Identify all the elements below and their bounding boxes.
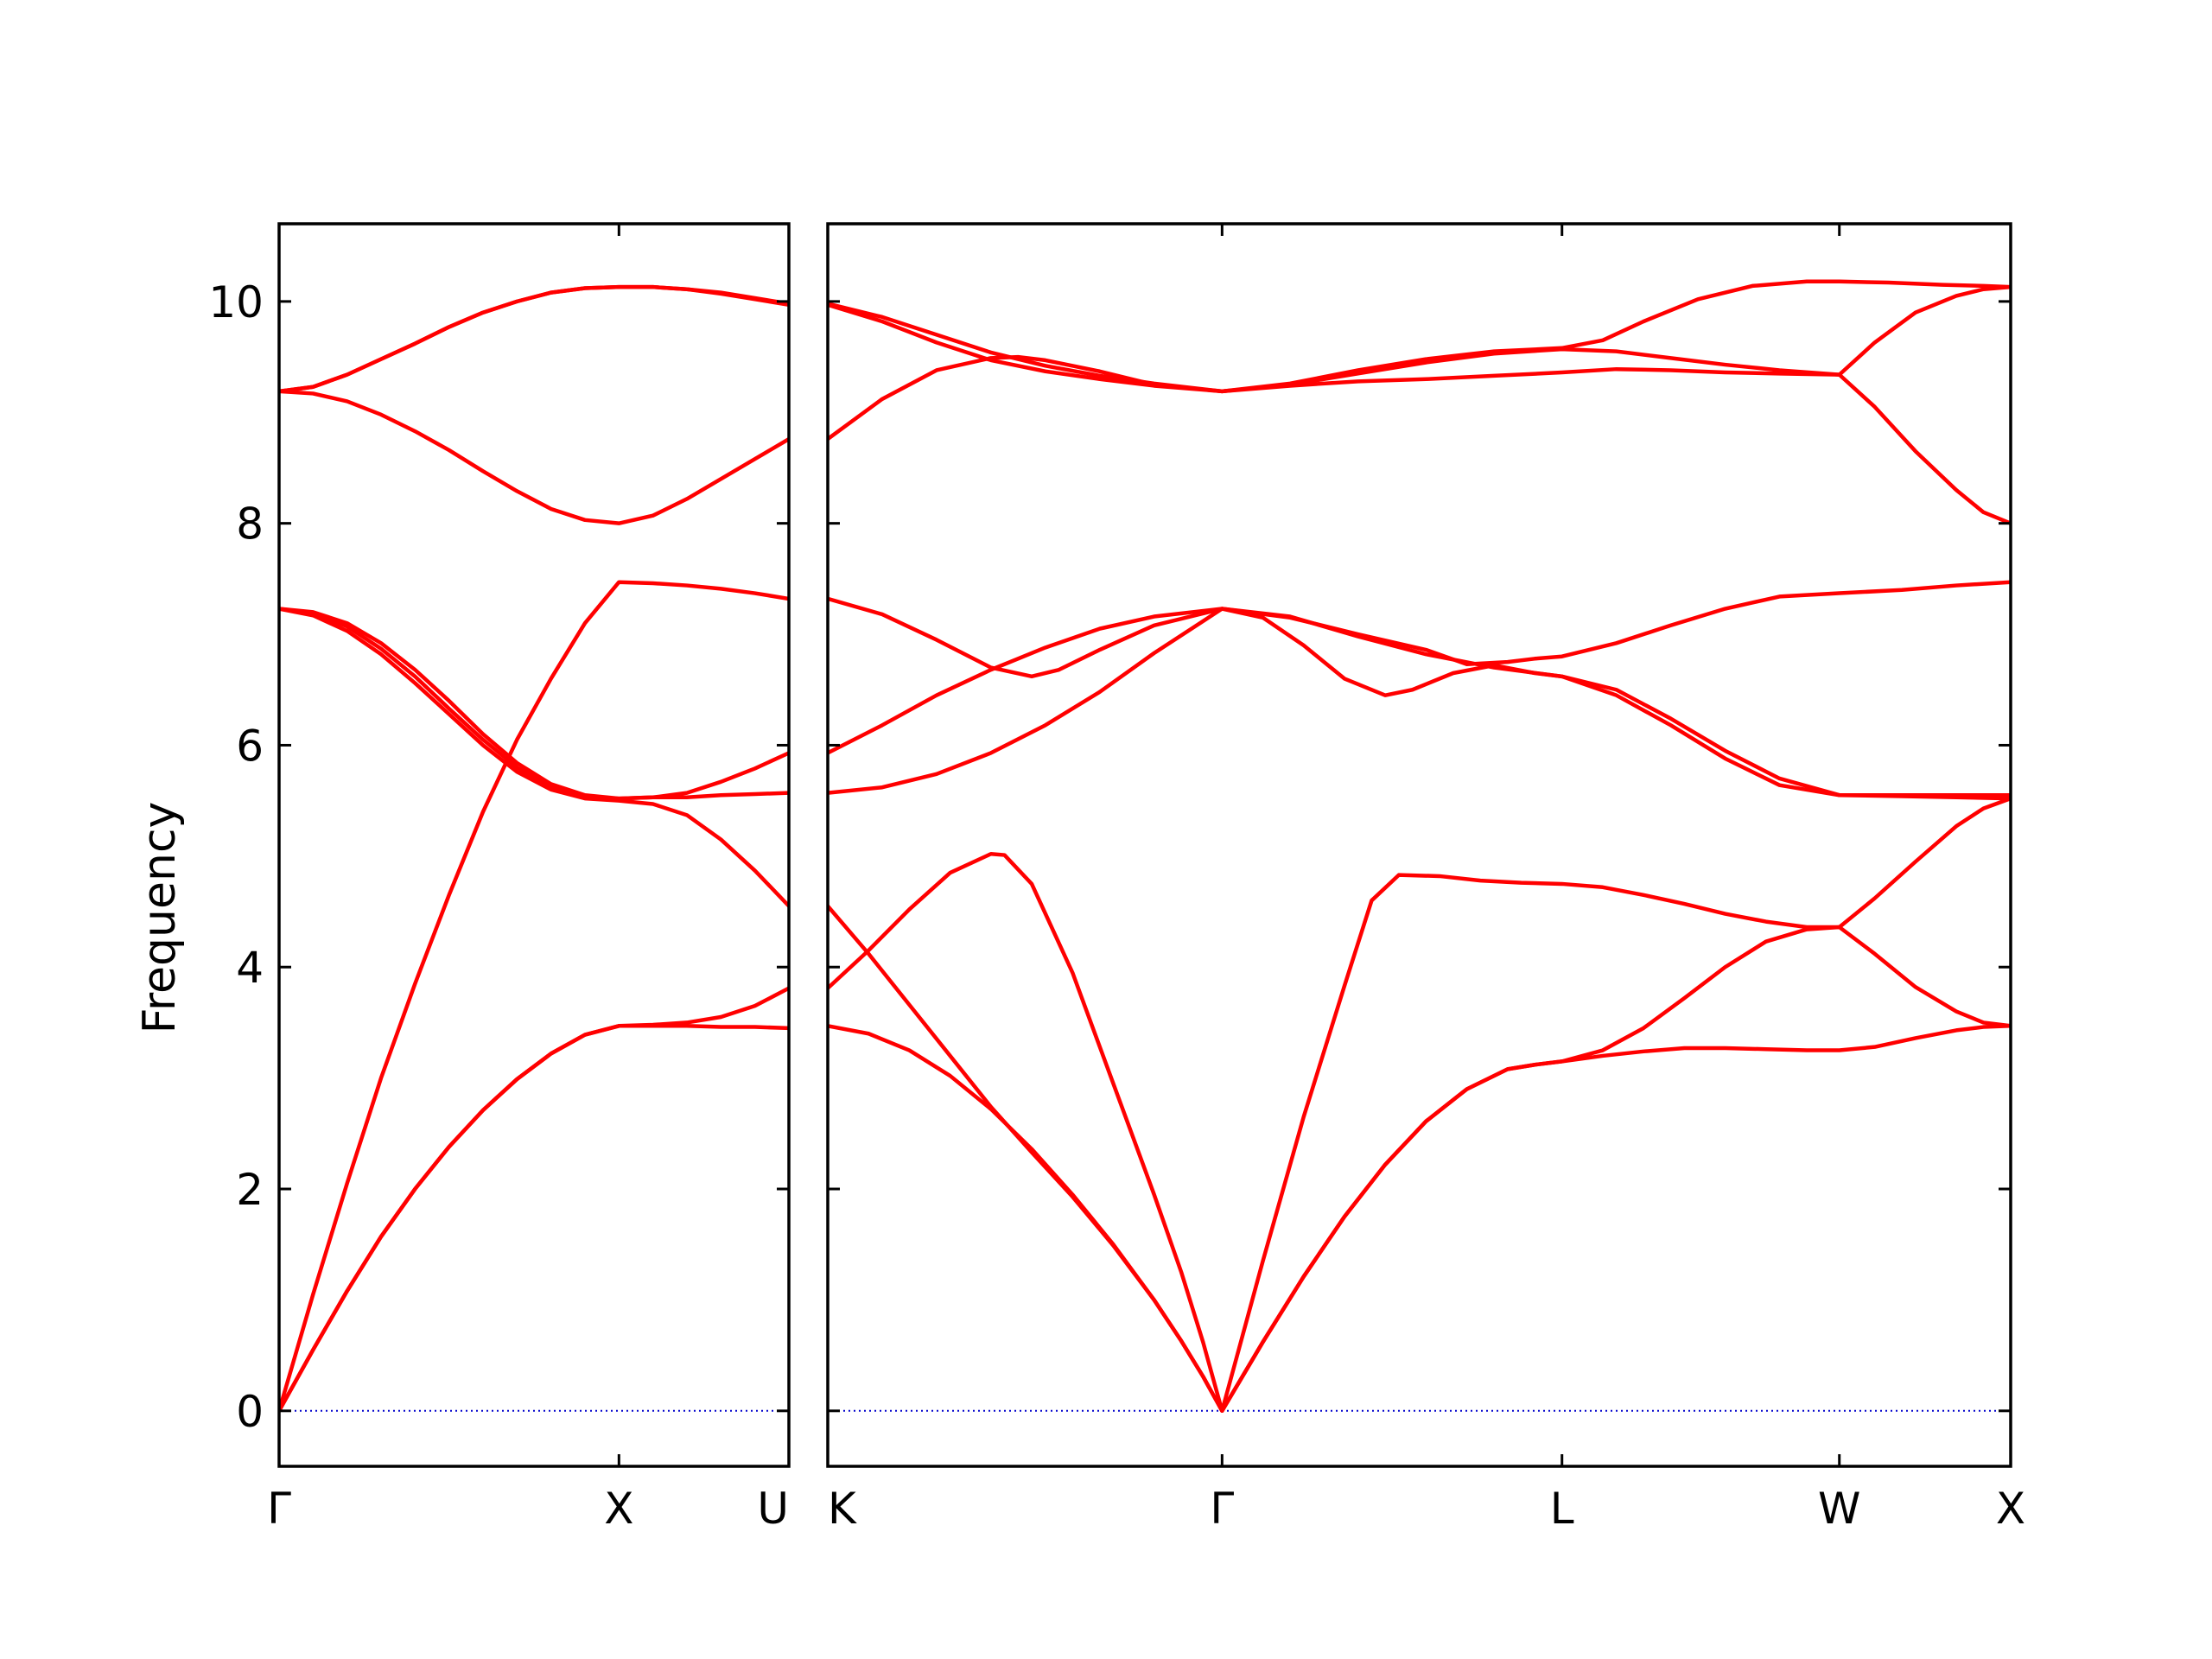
y-tick-label: 10 xyxy=(208,277,264,327)
x-tick-label: L xyxy=(1550,1484,1574,1534)
y-tick-label: 8 xyxy=(236,499,264,550)
x-tick-label: Γ xyxy=(267,1484,291,1534)
phonon-band-4 xyxy=(279,607,789,908)
x-tick-label: W xyxy=(1818,1484,1860,1534)
y-axis-label: Frequency xyxy=(134,802,186,1034)
y-tick-label: 6 xyxy=(236,721,264,771)
phonon-band-9 xyxy=(828,279,2011,394)
phonon-band-6 xyxy=(828,580,2011,755)
phonon-band-5 xyxy=(828,596,2011,798)
phonon-band-3 xyxy=(279,580,789,1414)
x-tick-label: X xyxy=(604,1484,633,1534)
phonon-band-6 xyxy=(279,607,789,801)
phonon-band-8 xyxy=(828,284,2011,394)
panel-frame xyxy=(826,222,2012,1468)
phonon-band-4 xyxy=(828,607,2011,801)
phonon-band-9 xyxy=(279,284,789,394)
x-tick-label: K xyxy=(828,1484,857,1534)
phonon-band-5 xyxy=(279,607,789,801)
x-tick-label: X xyxy=(1996,1484,2025,1534)
x-tick-label: U xyxy=(757,1484,789,1534)
phonon-band-3 xyxy=(828,796,2011,1414)
x-tick-label: Γ xyxy=(1210,1484,1234,1534)
y-tick-label: 2 xyxy=(236,1165,264,1215)
panel-left: 0 2 4 6 8 10 Γ X U xyxy=(208,222,791,1534)
panel-frame xyxy=(277,222,791,1468)
y-tick-label: 0 xyxy=(236,1387,264,1437)
band-group xyxy=(828,279,2011,1414)
phonon-band-7 xyxy=(279,389,789,525)
y-tick-label: 4 xyxy=(236,943,264,993)
band-group xyxy=(279,284,789,1414)
phonon-band-2 xyxy=(279,1024,789,1414)
